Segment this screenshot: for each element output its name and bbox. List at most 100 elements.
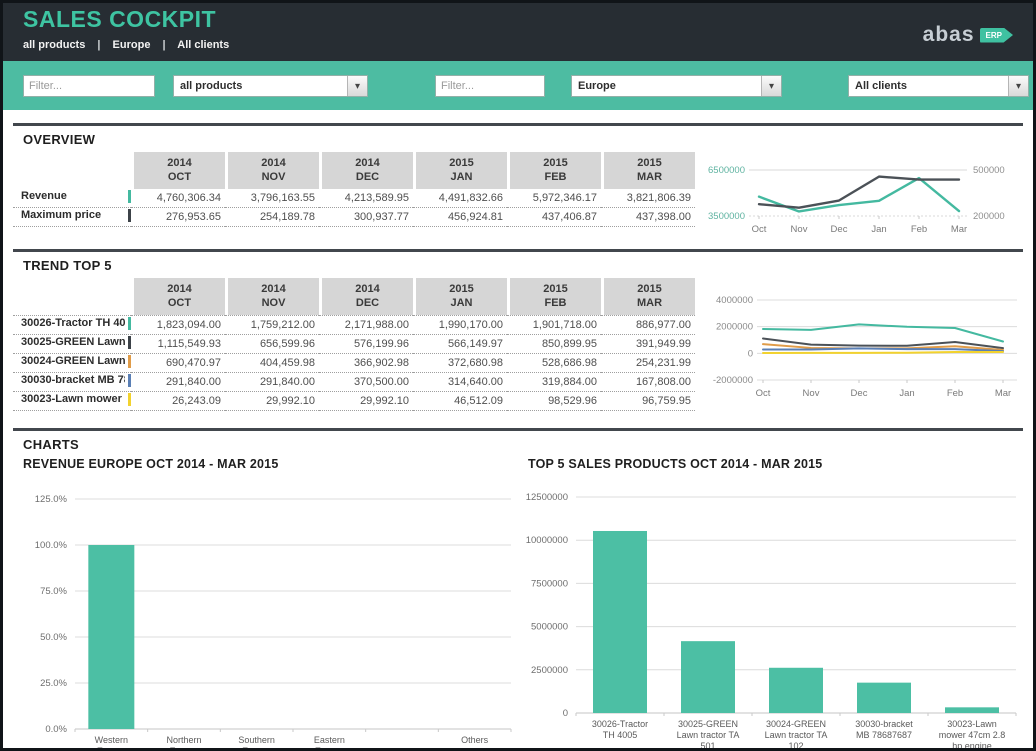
value-cell: 254,231.99 bbox=[601, 354, 695, 373]
svg-text:30023-Lawn: 30023-Lawn bbox=[947, 719, 997, 729]
svg-text:Eastern: Eastern bbox=[314, 735, 345, 745]
svg-text:2000000: 2000000 bbox=[716, 322, 753, 333]
value-cell: 1,901,718.00 bbox=[507, 315, 601, 335]
value-cell: 437,398.00 bbox=[601, 208, 695, 227]
charts-section: CHARTS REVENUE EUROPE OCT 2014 - MAR 201… bbox=[13, 428, 1023, 751]
svg-text:0: 0 bbox=[563, 708, 568, 719]
value-cell: 1,759,212.00 bbox=[225, 315, 319, 335]
product-filter-input[interactable] bbox=[23, 75, 155, 97]
product-select-value: all products bbox=[180, 80, 243, 92]
series-color-marker bbox=[128, 374, 131, 387]
filter-bar: all products ▾ Europe ▾ All clients ▾ bbox=[3, 61, 1033, 110]
separator: | bbox=[97, 39, 101, 51]
series-color-marker bbox=[128, 209, 131, 222]
svg-text:12500000: 12500000 bbox=[526, 492, 568, 503]
row-label: 30025-GREEN Lawn tractor TA 501 bbox=[13, 335, 131, 354]
svg-text:0.0%: 0.0% bbox=[45, 724, 67, 735]
svg-text:Western: Western bbox=[95, 735, 128, 745]
overview-line-chart: 6500000 3500000 500000 200000 Oct Nov Dec Jan Fe… bbox=[708, 165, 1005, 235]
top5-products-chart-title: TOP 5 SALES PRODUCTS OCT 2014 - MAR 2015 bbox=[528, 457, 823, 471]
row-label-column-header bbox=[13, 278, 131, 315]
svg-text:MB 78687687: MB 78687687 bbox=[856, 730, 912, 740]
svg-text:30030-bracket: 30030-bracket bbox=[855, 719, 913, 729]
value-cell: 566,149.97 bbox=[413, 335, 507, 354]
value-cell: 314,640.00 bbox=[413, 373, 507, 392]
month-column-header: 2014 DEC bbox=[319, 152, 413, 189]
svg-text:10000000: 10000000 bbox=[526, 535, 568, 546]
abas-logo: abas ERP bbox=[923, 23, 1013, 47]
svg-text:Europe: Europe bbox=[97, 746, 126, 751]
value-cell: 850,899.95 bbox=[507, 335, 601, 354]
value-cell: 29,992.10 bbox=[319, 392, 413, 411]
month-column-header: 2014 DEC bbox=[319, 278, 413, 315]
svg-text:Dec: Dec bbox=[831, 224, 848, 235]
product-select[interactable]: all products ▾ bbox=[173, 75, 368, 97]
value-cell: 1,115,549.93 bbox=[131, 335, 225, 354]
overview-section: OVERVIEW 2014 OCT 2014 NOV 2014 DEC 2015 JAN 201… bbox=[13, 123, 1023, 249]
value-cell: 46,512.09 bbox=[413, 392, 507, 411]
region-select[interactable]: Europe ▾ bbox=[571, 75, 782, 97]
chevron-down-icon[interactable]: ▾ bbox=[1008, 76, 1028, 96]
svg-text:200000: 200000 bbox=[973, 211, 1005, 222]
value-cell: 4,491,832.66 bbox=[413, 189, 507, 208]
row-label: 30030-bracket MB 78687687 bbox=[13, 373, 131, 392]
table-row: 30023-Lawn mower 47cm 2.8 hp engine26,24… bbox=[13, 392, 695, 411]
erp-badge: ERP bbox=[979, 27, 1013, 43]
value-cell: 29,992.10 bbox=[225, 392, 319, 411]
svg-text:100.0%: 100.0% bbox=[35, 540, 68, 551]
separator: | bbox=[162, 39, 166, 51]
month-column-header: 2014 NOV bbox=[225, 278, 319, 315]
value-cell: 291,840.00 bbox=[225, 373, 319, 392]
revenue-europe-chart-title: REVENUE EUROPE OCT 2014 - MAR 2015 bbox=[23, 457, 279, 471]
svg-text:Nov: Nov bbox=[791, 224, 808, 235]
value-cell: 4,760,306.34 bbox=[131, 189, 225, 208]
client-select[interactable]: All clients ▾ bbox=[848, 75, 1029, 97]
svg-text:Dec: Dec bbox=[851, 388, 868, 399]
svg-text:hp engine: hp engine bbox=[952, 741, 992, 751]
month-column-header: 2014 OCT bbox=[131, 152, 225, 189]
value-cell: 1,823,094.00 bbox=[131, 315, 225, 335]
svg-text:TH 4005: TH 4005 bbox=[603, 730, 638, 740]
chevron-down-icon[interactable]: ▾ bbox=[761, 76, 781, 96]
top5-products-bar-chart: 12500000 10000000 7500000 5000000 2500000 0 30… bbox=[526, 492, 1017, 751]
month-column-header: 2015 JAN bbox=[413, 152, 507, 189]
value-cell: 886,977.00 bbox=[601, 315, 695, 335]
client-select-value: All clients bbox=[855, 80, 907, 92]
svg-text:2500000: 2500000 bbox=[531, 665, 568, 676]
row-label: 30024-GREEN Lawn tractor TA 102 bbox=[13, 354, 131, 373]
scope-region: Europe bbox=[112, 39, 151, 51]
table-row: Revenue 4,760,306.34 3,796,163.55 4,213,589… bbox=[13, 189, 695, 208]
overview-table: 2014 OCT 2014 NOV 2014 DEC 2015 JAN 2015 FEB 2015 M… bbox=[13, 152, 695, 227]
table-row: Maximum price 276,953.65 254,189.78 300,937… bbox=[13, 208, 695, 227]
region-filter-input[interactable] bbox=[435, 75, 545, 97]
chevron-down-icon[interactable]: ▾ bbox=[347, 76, 367, 96]
month-column-header: 2015 FEB bbox=[507, 152, 601, 189]
table-row: 30024-GREEN Lawn tractor TA 102690,470.9… bbox=[13, 354, 695, 373]
svg-text:Lawn tractor TA: Lawn tractor TA bbox=[677, 730, 740, 740]
svg-text:125.0%: 125.0% bbox=[35, 494, 68, 505]
svg-text:30025-GREEN: 30025-GREEN bbox=[678, 719, 738, 729]
svg-text:Nov: Nov bbox=[803, 388, 820, 399]
value-cell: 26,243.09 bbox=[131, 392, 225, 411]
table-row: 30026-Tractor TH 40051,823,094.001,759,2… bbox=[13, 315, 695, 335]
svg-text:Mar: Mar bbox=[995, 388, 1011, 399]
value-cell: 291,840.00 bbox=[131, 373, 225, 392]
svg-text:30024-GREEN: 30024-GREEN bbox=[766, 719, 826, 729]
svg-text:Oct: Oct bbox=[756, 388, 771, 399]
value-cell: 3,821,806.39 bbox=[601, 189, 695, 208]
svg-text:Feb: Feb bbox=[911, 224, 927, 235]
svg-text:50.0%: 50.0% bbox=[40, 632, 67, 643]
trend-top5-table: 2014 OCT 2014 NOV 2014 DEC 2015 JAN 2015 FEB 2015 M… bbox=[13, 278, 695, 411]
header: SALES COCKPIT all products | Europe | Al… bbox=[3, 3, 1033, 61]
value-cell: 254,189.78 bbox=[225, 208, 319, 227]
svg-text:25.0%: 25.0% bbox=[40, 678, 67, 689]
svg-text:Europe: Europe bbox=[315, 746, 344, 751]
page-title: SALES COCKPIT bbox=[23, 6, 217, 32]
value-cell: 391,949.99 bbox=[601, 335, 695, 354]
scope-products: all products bbox=[23, 39, 86, 51]
value-cell: 528,686.98 bbox=[507, 354, 601, 373]
row-label: 30023-Lawn mower 47cm 2.8 hp engine bbox=[13, 392, 131, 411]
value-cell: 300,937.77 bbox=[319, 208, 413, 227]
